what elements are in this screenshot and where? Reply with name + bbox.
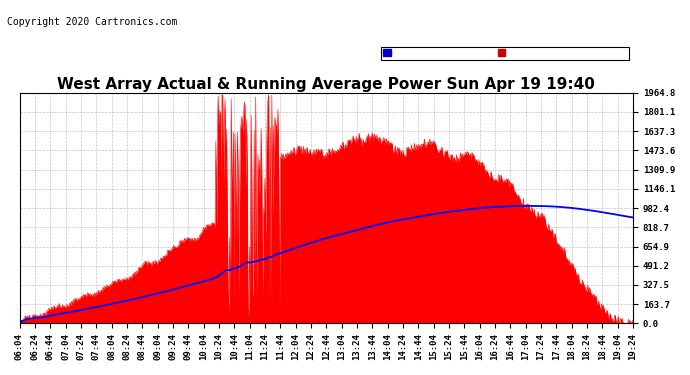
Text: Copyright 2020 Cartronics.com: Copyright 2020 Cartronics.com — [7, 17, 177, 27]
Title: West Array Actual & Running Average Power Sun Apr 19 19:40: West Array Actual & Running Average Powe… — [57, 76, 595, 92]
Legend: Average  (DC Watts), West Array  (DC Watts): Average (DC Watts), West Array (DC Watts… — [381, 46, 629, 60]
